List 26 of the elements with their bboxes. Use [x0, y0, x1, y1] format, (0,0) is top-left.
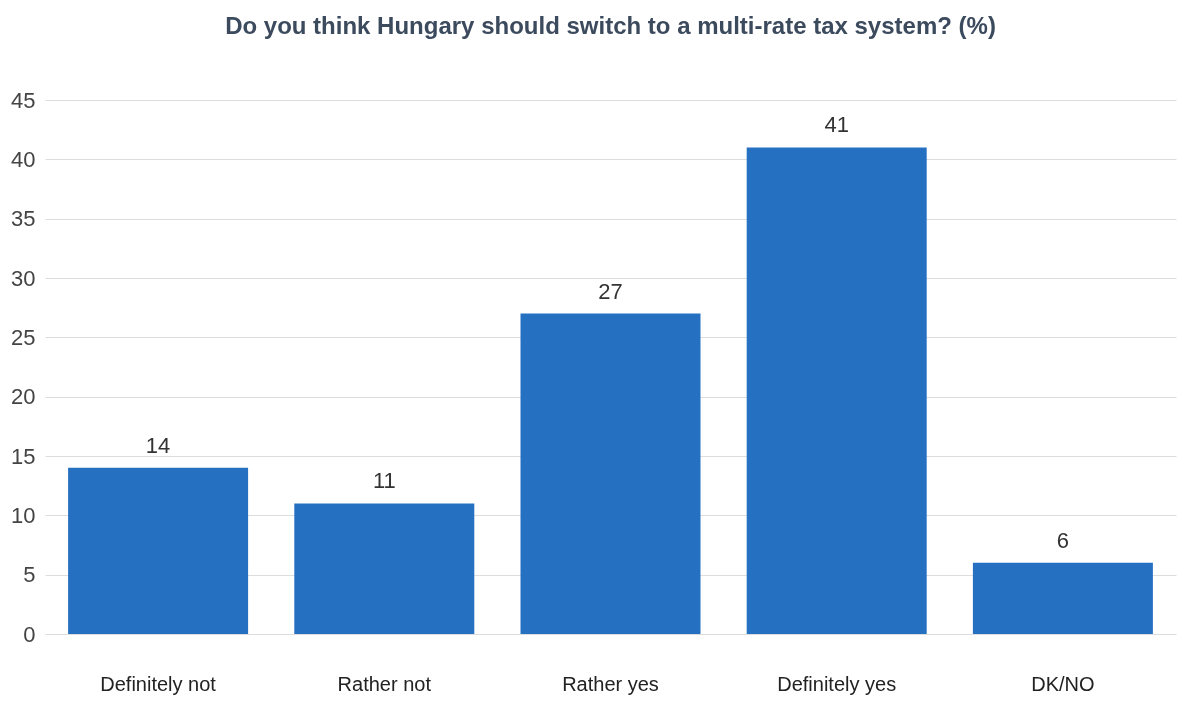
- chart-title: Do you think Hungary should switch to a multi-rate tax system? (%): [225, 12, 996, 39]
- data-label: 14: [145, 432, 171, 458]
- y-tick-label: 30: [11, 265, 36, 291]
- x-tick-label: Rather not: [337, 672, 432, 695]
- y-tick-label: 25: [11, 324, 36, 350]
- data-label: 41: [824, 112, 849, 138]
- data-label: 27: [598, 278, 623, 304]
- y-tick-label: 5: [23, 562, 36, 588]
- x-tick-label: Definitely not: [100, 672, 217, 695]
- y-tick-label: 45: [11, 87, 36, 113]
- y-tick-label: 35: [11, 206, 36, 232]
- y-tick-label: 10: [11, 502, 36, 528]
- bar: [972, 562, 1153, 634]
- y-tick-label: 40: [11, 146, 36, 172]
- bar: [294, 503, 475, 634]
- data-label: 11: [372, 468, 396, 494]
- bar: [68, 467, 249, 634]
- x-tick-label: DK/NO: [1031, 672, 1095, 695]
- y-tick-label: 20: [11, 384, 36, 410]
- y-tick-label: 0: [23, 621, 36, 647]
- bar: [520, 313, 701, 634]
- bar: [746, 147, 927, 634]
- data-label: 6: [1056, 527, 1070, 553]
- x-tick-label: Rather yes: [562, 672, 659, 695]
- x-tick-label: Definitely yes: [777, 672, 897, 695]
- y-tick-label: 15: [11, 443, 36, 469]
